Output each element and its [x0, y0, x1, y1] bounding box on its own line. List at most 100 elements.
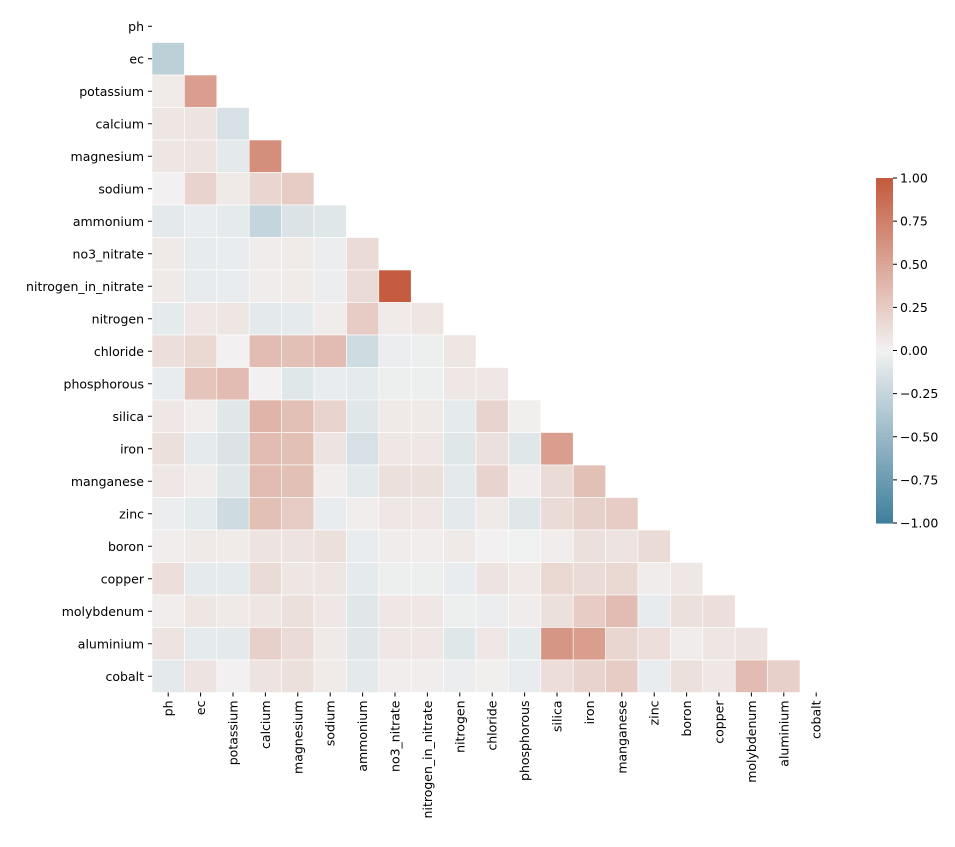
x-tick-label: zinc: [647, 700, 662, 725]
heatmap-cell: [184, 399, 218, 433]
heatmap-cell: [346, 562, 380, 596]
heatmap-cell: [346, 594, 380, 628]
y-tick-label: ec: [129, 51, 144, 66]
heatmap-cell: [637, 594, 671, 628]
colorbar-segment: [876, 519, 893, 524]
colorbar-segment: [876, 222, 893, 227]
heatmap-cell: [346, 659, 380, 693]
heatmap-cell: [346, 302, 380, 336]
heatmap-cell: [410, 302, 444, 336]
heatmap-cell: [216, 302, 250, 336]
colorbar-segment: [876, 388, 893, 393]
heatmap-cell: [248, 529, 282, 563]
heatmap-cell: [184, 367, 218, 401]
heatmap-cell: [151, 302, 185, 336]
x-tick-label: iron: [582, 701, 597, 725]
colorbar-tick-label: −0.25: [900, 386, 938, 401]
heatmap-cell: [443, 497, 477, 531]
y-tick-label: manganese: [71, 474, 144, 489]
heatmap-cell: [248, 302, 282, 336]
heatmap-cell: [313, 594, 347, 628]
heatmap-cell: [151, 42, 185, 76]
heatmap-cell: [443, 627, 477, 661]
heatmap-cell: [378, 529, 412, 563]
colorbar-segment: [876, 312, 893, 317]
y-tick-label: copper: [101, 571, 145, 586]
heatmap-cell: [184, 594, 218, 628]
heatmap-cell: [443, 464, 477, 498]
colorbar-segment: [876, 195, 893, 200]
heatmap-cell: [184, 139, 218, 173]
heatmap-cell: [508, 529, 542, 563]
heatmap-cell: [151, 432, 185, 466]
colorbar-segment: [876, 419, 893, 424]
heatmap-cell: [248, 399, 282, 433]
heatmap-cell: [248, 204, 282, 238]
colorbar-segment: [876, 502, 893, 507]
colorbar-segment: [876, 212, 893, 217]
heatmap-cell: [378, 269, 412, 303]
colorbar-segment: [876, 391, 893, 396]
heatmap-cell: [410, 399, 444, 433]
heatmap-cell: [410, 659, 444, 693]
y-tick-label: ammonium: [73, 214, 144, 229]
colorbar-segment: [876, 336, 893, 341]
y-tick-label: no3_nitrate: [73, 246, 145, 261]
heatmap-cell: [443, 367, 477, 401]
heatmap-cell: [346, 237, 380, 271]
colorbar-segment: [876, 460, 893, 465]
heatmap-cell: [216, 367, 250, 401]
colorbar-segment: [876, 360, 893, 365]
colorbar-segment: [876, 309, 893, 314]
x-tick-label: copper: [712, 700, 727, 744]
heatmap-cell: [281, 399, 315, 433]
heatmap-cell: [216, 172, 250, 206]
colorbar-segment: [876, 243, 893, 248]
x-tick-label: ph: [161, 701, 176, 717]
colorbar-segment: [876, 402, 893, 407]
heatmap-cell: [572, 627, 606, 661]
heatmap-cell: [313, 399, 347, 433]
heatmap-cell: [605, 659, 639, 693]
heatmap-cell: [216, 237, 250, 271]
colorbar-segment: [876, 412, 893, 417]
heatmap-cell: [378, 334, 412, 368]
heatmap-cell: [216, 594, 250, 628]
colorbar-tick-label: 1.00: [900, 171, 928, 186]
heatmap-cell: [572, 659, 606, 693]
colorbar-segment: [876, 188, 893, 193]
heatmap-cell: [281, 334, 315, 368]
colorbar-segment: [876, 298, 893, 303]
heatmap-cell: [281, 204, 315, 238]
heatmap-cell: [313, 302, 347, 336]
colorbar-segment: [876, 457, 893, 462]
heatmap-cell: [378, 659, 412, 693]
colorbar-segment: [876, 253, 893, 258]
y-tick-label: sodium: [98, 181, 144, 196]
heatmap-cell: [151, 367, 185, 401]
colorbar-segment: [876, 191, 893, 196]
colorbar-segment: [876, 440, 893, 445]
colorbar-segment: [876, 447, 893, 452]
heatmap-cell: [670, 594, 704, 628]
colorbar-segment: [876, 305, 893, 310]
heatmap-cell: [151, 74, 185, 108]
x-tick-label: cobalt: [809, 700, 824, 739]
heatmap-cell: [313, 497, 347, 531]
heatmap-cell: [475, 367, 509, 401]
y-tick-label: phosphorous: [64, 376, 144, 391]
heatmap-cell: [734, 627, 768, 661]
colorbar-segment: [876, 378, 893, 383]
heatmap-cell: [410, 367, 444, 401]
heatmap-cell: [378, 432, 412, 466]
colorbar-segment: [876, 240, 893, 245]
colorbar-segment: [876, 250, 893, 255]
colorbar-segment: [876, 385, 893, 390]
heatmap-cell: [184, 432, 218, 466]
colorbar-tick-label: −0.50: [900, 429, 938, 444]
heatmap-cell: [346, 367, 380, 401]
heatmap-cell: [216, 269, 250, 303]
heatmap-cell: [410, 562, 444, 596]
colorbar-segment: [876, 257, 893, 262]
